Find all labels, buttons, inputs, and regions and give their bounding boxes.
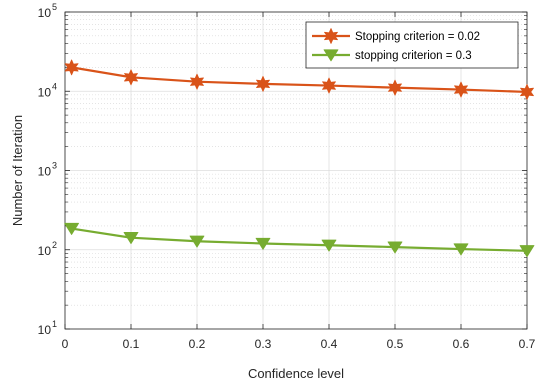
y-tick-label-exponent: 1: [52, 319, 57, 329]
y-tick-label-exponent: 5: [52, 2, 57, 12]
data-point: [64, 222, 79, 235]
data-point: [322, 77, 336, 94]
data-point: [190, 73, 204, 90]
x-tick-label: 0: [62, 337, 69, 351]
y-tick-label-base: 10: [38, 6, 52, 20]
x-tick-label: 0.3: [255, 337, 272, 351]
y-tick-label-base: 10: [38, 165, 52, 179]
x-tick-label: 0.4: [321, 337, 338, 351]
data-point: [64, 59, 79, 76]
y-tick-label: 10 1: [38, 319, 57, 337]
legend-label: Stopping criterion = 0.02: [355, 31, 480, 43]
y-tick-label-base: 10: [38, 244, 52, 258]
y-tick-label-base: 10: [38, 323, 52, 337]
data-point: [519, 245, 535, 258]
data-point: [124, 69, 138, 86]
legend-label: stopping criterion = 0.3: [355, 50, 472, 62]
y-tick-label: 10 3: [38, 161, 57, 179]
data-point: [123, 232, 139, 245]
x-tick-label: 0.5: [387, 337, 404, 351]
series: [64, 59, 535, 258]
legend-marker: [324, 28, 338, 44]
legend-marker: [323, 49, 339, 62]
x-tick-label: 0.2: [189, 337, 206, 351]
data-point: [387, 241, 403, 254]
legend: Stopping criterion = 0.02 stopping criter…: [305, 21, 519, 69]
y-axis-title: Number of Iteration: [10, 115, 25, 226]
y-tick-label: 10 5: [38, 2, 57, 20]
data-point: [189, 235, 205, 248]
data-point: [321, 239, 337, 252]
y-tick-label-base: 10: [38, 85, 52, 99]
data-point: [453, 243, 469, 256]
data-point: [520, 84, 534, 100]
x-tick-label: 0.7: [519, 337, 536, 351]
x-tick-label: 0.6: [453, 337, 470, 351]
series-1: [64, 59, 534, 100]
legend-entry: stopping criterion = 0.3: [312, 49, 472, 62]
x-tick-label: 0.1: [123, 337, 140, 351]
data-point: [255, 237, 271, 250]
y-tick-label-exponent: 3: [52, 161, 57, 171]
y-tick-label: 10 2: [38, 240, 57, 258]
x-axis-title: Confidence level: [248, 366, 344, 381]
data-point: [454, 81, 468, 98]
y-tick-label: 10 4: [38, 81, 57, 99]
series-line: [71, 66, 528, 94]
legend-box: [305, 21, 519, 69]
data-point: [256, 75, 270, 92]
series-2: [64, 222, 535, 258]
y-tick-label-exponent: 2: [52, 240, 57, 250]
series-line: [71, 227, 528, 252]
y-tick-label-exponent: 4: [52, 81, 57, 91]
legend-entry: Stopping criterion = 0.02: [312, 28, 480, 44]
data-point: [388, 79, 402, 96]
